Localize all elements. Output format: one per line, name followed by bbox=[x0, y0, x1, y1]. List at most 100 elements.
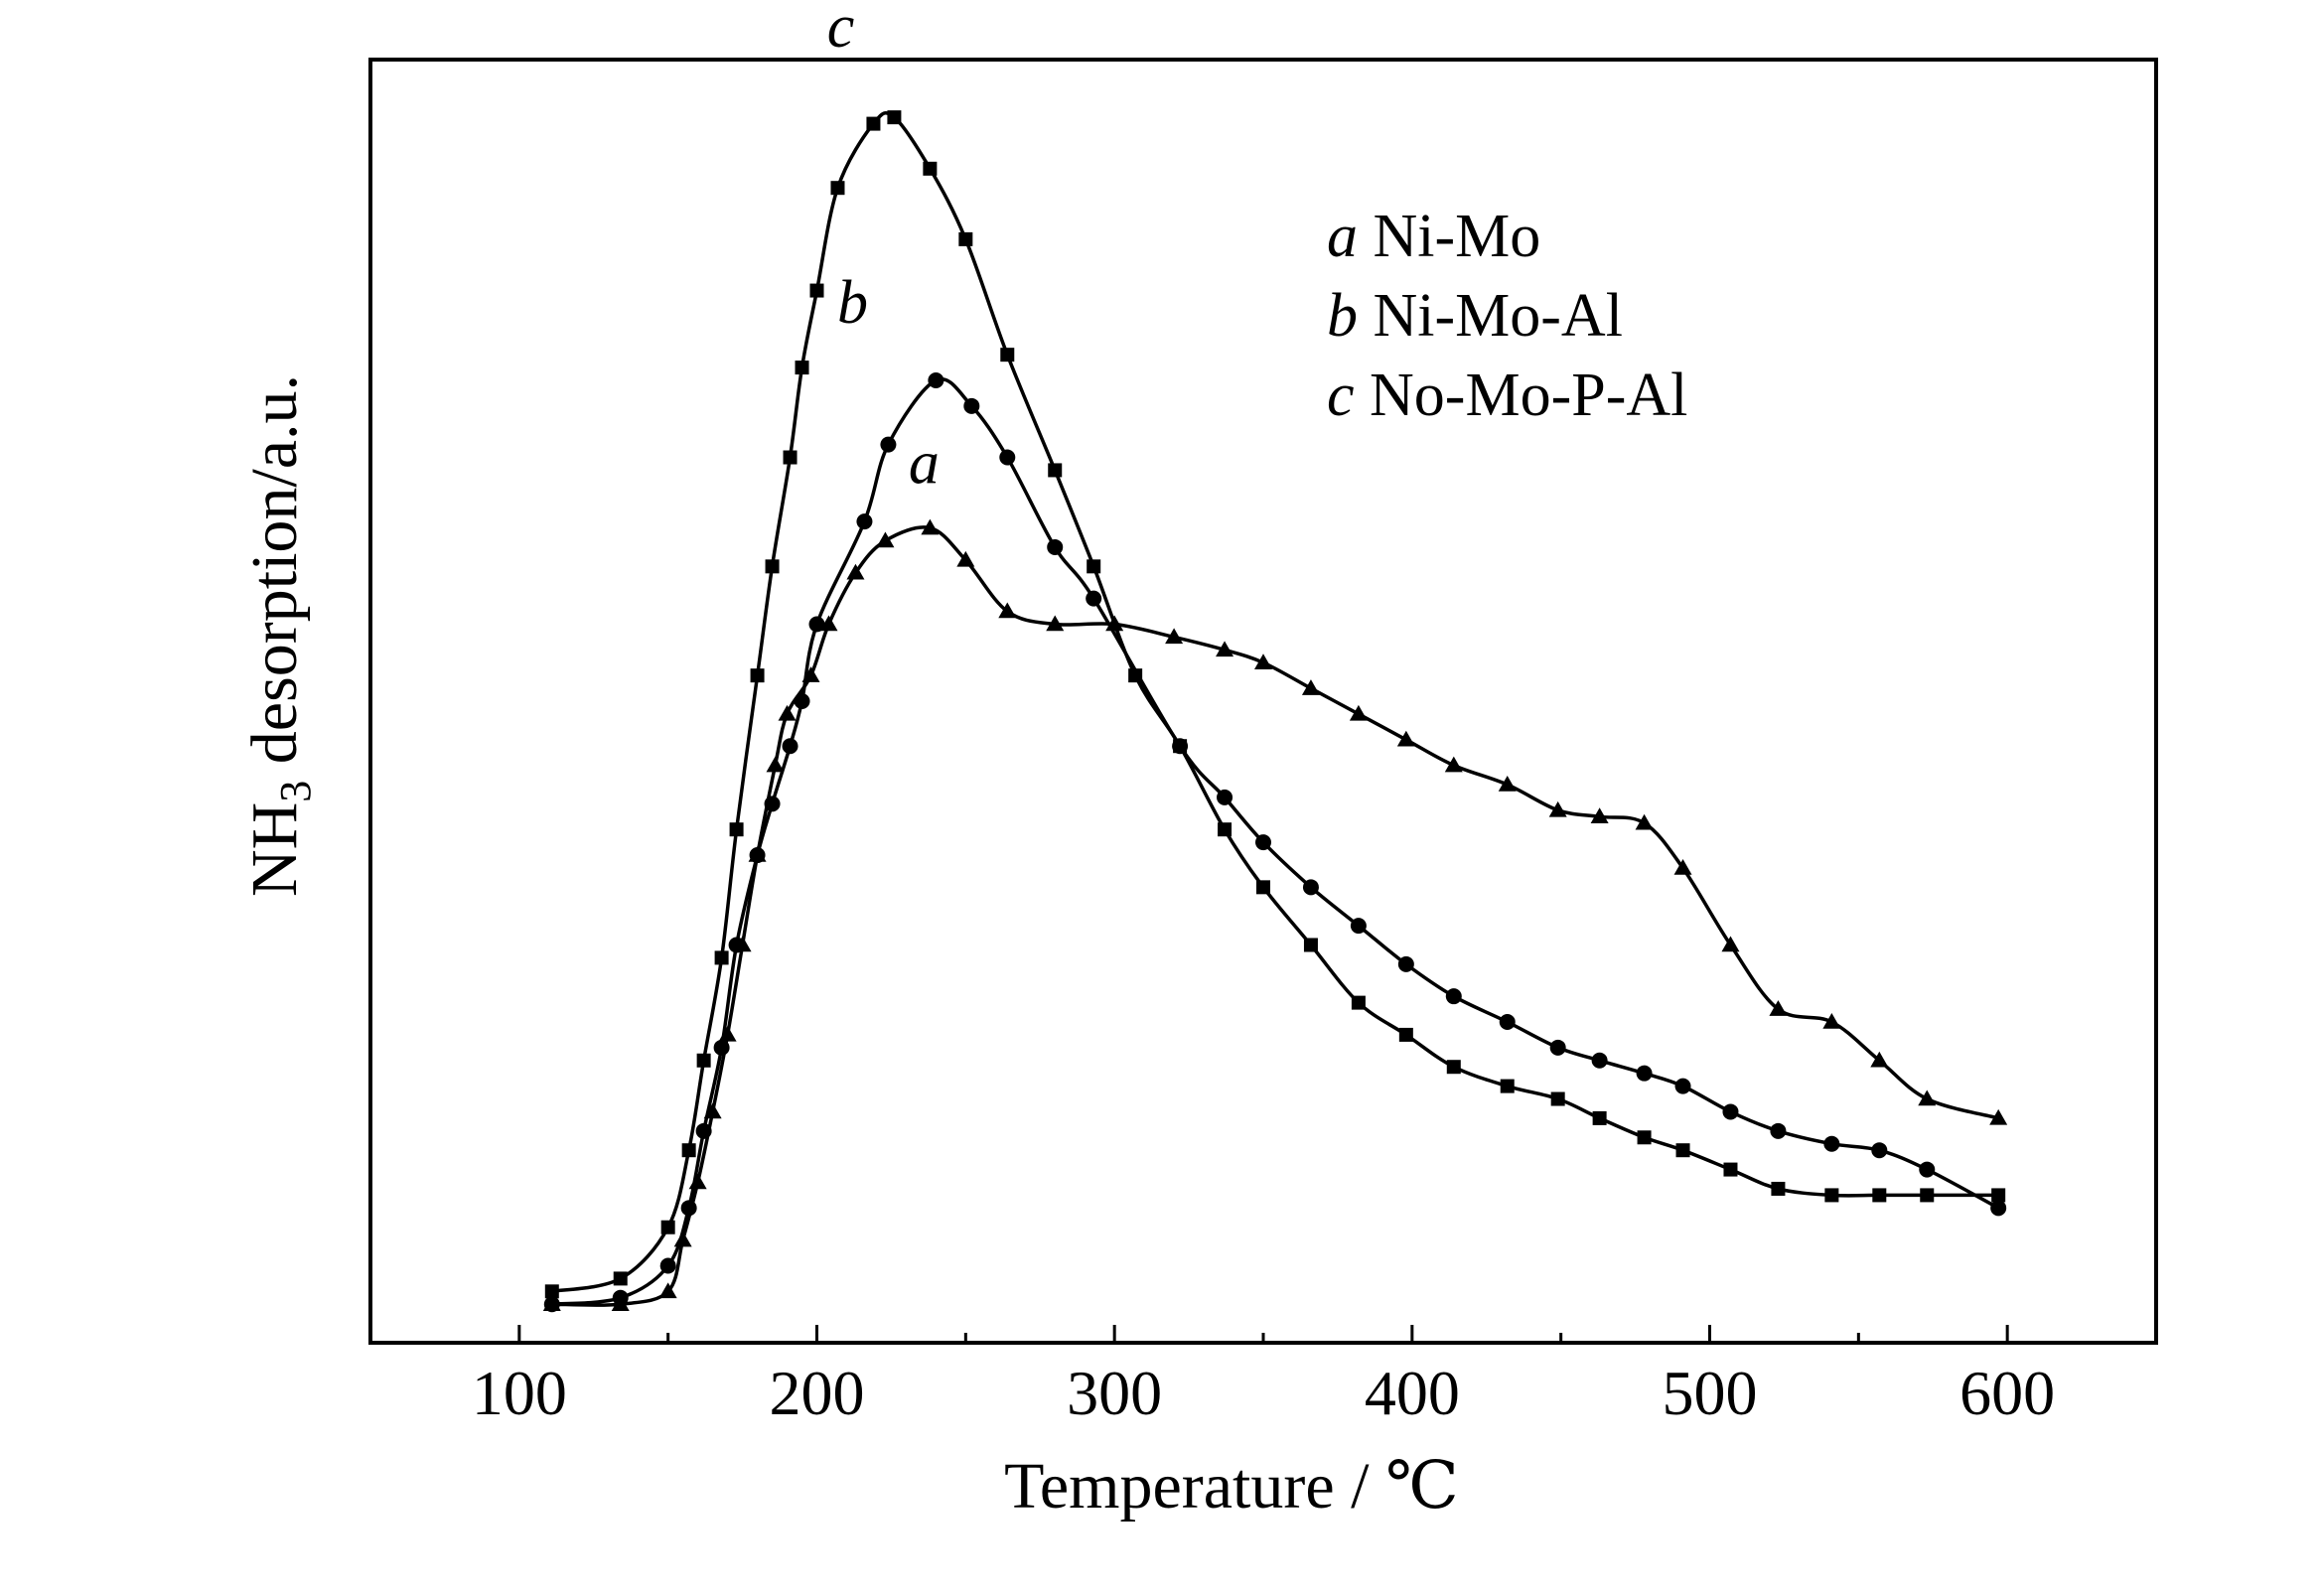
x-axis-tick-labels: 100 200 300 400 500 600 bbox=[472, 1358, 2055, 1428]
circle-marker bbox=[928, 372, 944, 388]
plot-frame bbox=[368, 58, 2158, 1345]
circle-marker bbox=[728, 937, 745, 953]
triangle-marker bbox=[1396, 730, 1415, 747]
square-marker bbox=[613, 1271, 628, 1286]
circle-marker bbox=[612, 1289, 629, 1306]
triangle-marker bbox=[1105, 615, 1124, 632]
square-marker bbox=[765, 559, 780, 574]
curve-labels: a b c bbox=[827, 0, 940, 497]
square-marker bbox=[1087, 559, 1101, 574]
triangle-marker bbox=[1548, 800, 1567, 817]
x-axis-title: Temperature / ℃ bbox=[1004, 1450, 1459, 1523]
circle-marker bbox=[764, 796, 781, 812]
legend-entry-c: c No-Mo-P-Al bbox=[1327, 362, 1687, 429]
square-marker bbox=[1824, 1188, 1839, 1203]
triangle-marker bbox=[1444, 756, 1463, 773]
circle-marker bbox=[808, 616, 825, 633]
circle-marker bbox=[1871, 1142, 1888, 1159]
circle-marker bbox=[1823, 1135, 1840, 1152]
circle-marker bbox=[543, 1296, 560, 1313]
circle-marker bbox=[1919, 1161, 1936, 1178]
x-axis-ticks bbox=[368, 1325, 2158, 1343]
triangle-marker bbox=[956, 550, 975, 567]
triangle-marker bbox=[1046, 615, 1065, 632]
triangle-marker bbox=[998, 602, 1017, 619]
circle-marker bbox=[659, 1257, 676, 1274]
triangle-marker bbox=[778, 704, 797, 721]
circle-marker bbox=[794, 693, 810, 709]
triangle-marker bbox=[1673, 858, 1692, 875]
square-marker bbox=[923, 161, 938, 176]
curve-label-b: b bbox=[837, 269, 868, 337]
triangle-marker bbox=[1721, 936, 1740, 952]
triangle-marker bbox=[1870, 1051, 1889, 1068]
triangle-marker bbox=[718, 1025, 737, 1042]
square-marker bbox=[887, 110, 902, 125]
legend-entry-a: a Ni-Mo bbox=[1327, 203, 1540, 270]
circle-marker bbox=[1217, 789, 1233, 805]
square-marker bbox=[1446, 1060, 1461, 1075]
circle-marker bbox=[1990, 1200, 2007, 1217]
square-marker bbox=[681, 1143, 696, 1158]
x-tick-label: 500 bbox=[1663, 1358, 1758, 1428]
triangle-marker bbox=[673, 1231, 692, 1247]
circle-marker bbox=[782, 738, 798, 755]
x-tick-label: 100 bbox=[472, 1358, 567, 1428]
square-marker bbox=[783, 450, 798, 465]
square-marker bbox=[1675, 1143, 1690, 1158]
triangle-marker bbox=[846, 563, 865, 580]
square-marker bbox=[750, 668, 765, 683]
circle-marker bbox=[1350, 918, 1367, 935]
triangle-marker bbox=[688, 1173, 707, 1190]
square-marker bbox=[795, 361, 809, 375]
triangle-marker bbox=[1301, 679, 1320, 695]
circle-marker bbox=[1674, 1078, 1691, 1094]
curve-c bbox=[551, 111, 1999, 1294]
circle-marker bbox=[1445, 988, 1462, 1005]
circle-marker bbox=[749, 847, 766, 864]
square-marker bbox=[1771, 1181, 1786, 1196]
square-marker bbox=[1128, 668, 1143, 683]
legend-letter-b: b bbox=[1327, 282, 1358, 350]
square-marker bbox=[830, 181, 845, 196]
square-marker bbox=[714, 950, 729, 965]
circle-marker bbox=[1499, 1014, 1516, 1030]
square-marker bbox=[1723, 1162, 1738, 1177]
triangle-marker bbox=[1498, 775, 1517, 792]
triangle-marker bbox=[1590, 807, 1609, 824]
circle-marker bbox=[1722, 1103, 1739, 1120]
legend: a Ni-Mo b Ni-Mo-Al c No-Mo-P-Al bbox=[1327, 203, 1687, 429]
square-marker bbox=[1550, 1091, 1565, 1106]
square-marker bbox=[696, 1053, 711, 1068]
legend-name-c: No-Mo-P-Al bbox=[1370, 362, 1687, 429]
triangle-marker bbox=[1216, 641, 1234, 657]
square-marker bbox=[1000, 348, 1015, 363]
square-marker bbox=[1351, 995, 1366, 1010]
circle-marker bbox=[1302, 879, 1319, 896]
circle-marker bbox=[713, 1039, 730, 1056]
circle-marker bbox=[1636, 1065, 1653, 1082]
legend-letter-c: c bbox=[1327, 362, 1355, 429]
circle-marker bbox=[1397, 955, 1414, 972]
square-marker bbox=[1991, 1188, 2006, 1203]
triangle-marker bbox=[766, 756, 785, 773]
circle-marker bbox=[695, 1122, 712, 1139]
legend-space bbox=[1358, 203, 1374, 270]
circle-marker bbox=[680, 1200, 697, 1217]
circle-marker bbox=[1549, 1039, 1566, 1056]
circle-marker bbox=[1770, 1122, 1787, 1139]
triangle-marker bbox=[1822, 1013, 1841, 1029]
triangle-marker bbox=[1165, 628, 1184, 645]
triangle-marker bbox=[703, 1102, 722, 1119]
square-marker bbox=[1303, 938, 1318, 952]
triangle-marker bbox=[1918, 1089, 1937, 1106]
curve-label-a: a bbox=[909, 429, 940, 497]
square-marker bbox=[1920, 1188, 1935, 1203]
legend-name-b: Ni-Mo-Al bbox=[1374, 282, 1623, 350]
triangle-marker bbox=[1349, 704, 1368, 721]
triangle-marker bbox=[1769, 1000, 1788, 1016]
circle-marker bbox=[856, 513, 873, 530]
square-marker bbox=[1218, 822, 1233, 837]
square-marker bbox=[1256, 880, 1270, 895]
